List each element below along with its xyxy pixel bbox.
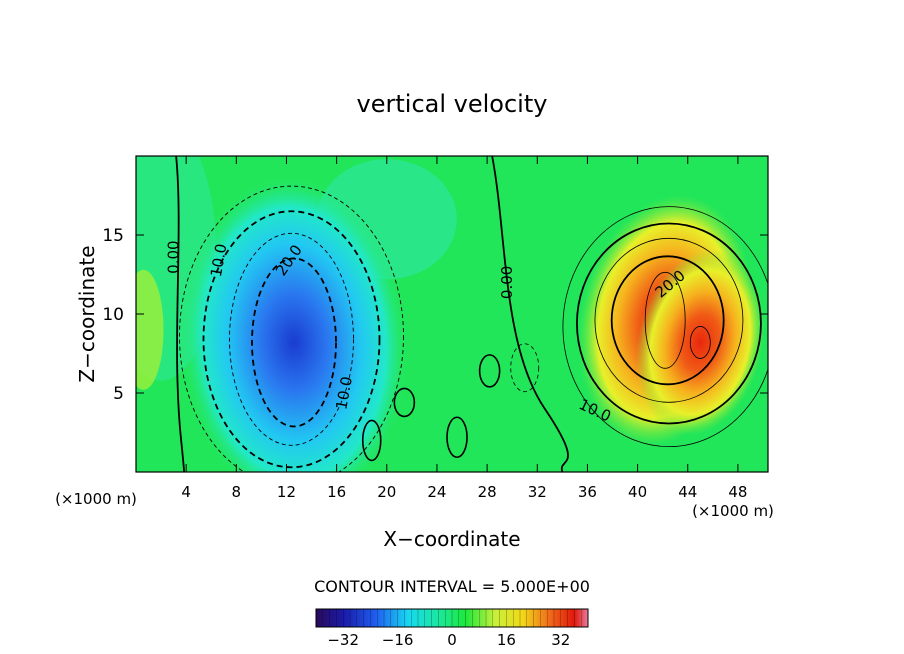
- contour-line-4: [562, 206, 768, 448]
- x-tick-label-7: 32: [528, 483, 547, 501]
- x-tick-label-10: 44: [678, 483, 697, 501]
- x-tick-label-6: 28: [478, 483, 497, 501]
- colorbar-tick-label-0: −32: [327, 631, 359, 649]
- colorbar-tick-label-1: −16: [382, 631, 414, 649]
- contour-line-11: [446, 416, 468, 459]
- x-tick-label-5: 24: [427, 483, 446, 501]
- contour-label-0: 0.00: [165, 240, 183, 273]
- y-tick-label-2: 15: [102, 226, 124, 246]
- contour-line-1: [202, 210, 381, 469]
- field-min-0: [181, 177, 407, 472]
- field-max-2: [636, 249, 765, 436]
- x-tick-label-1: 8: [232, 483, 242, 501]
- colorbar-tick-label-4: 32: [551, 631, 570, 649]
- contour-interval-note: CONTOUR INTERVAL = 5.000E+00: [314, 577, 590, 596]
- colorbar-tick-label-3: 16: [497, 631, 516, 649]
- contour-line-12: [478, 354, 501, 388]
- colorbar-ticks: −32 −16 0 16 32: [315, 609, 589, 649]
- contour-line-5: [576, 222, 762, 425]
- contour-label-1: 10.0: [207, 242, 231, 278]
- zero-contour-left: [175, 156, 186, 472]
- velocity-field: 0.00 10.0 20.010.00.00 20.010.0: [136, 156, 768, 472]
- x-tick-label-8: 36: [578, 483, 597, 501]
- x-tick-label-9: 40: [628, 483, 647, 501]
- contour-line-8: [644, 271, 686, 369]
- y-tick-label-1: 10: [102, 305, 124, 325]
- weak-up-edge: [136, 269, 164, 390]
- x-tick-label-2: 12: [277, 483, 296, 501]
- x-unit-left: (×1000 m): [55, 490, 137, 508]
- contour-line-10: [361, 419, 382, 462]
- chart-title: vertical velocity: [357, 90, 548, 118]
- x-unit-right: (×1000 m): [692, 502, 774, 520]
- x-tick-label-4: 20: [377, 483, 396, 501]
- y-tick-label-0: 5: [113, 384, 124, 404]
- contour-line-7: [610, 255, 725, 386]
- contour-label-4: 0.00: [498, 266, 516, 299]
- x-tick-label-3: 16: [327, 483, 346, 501]
- colorbar: −32 −16 0 16 32: [315, 608, 589, 649]
- contour-line-6: [594, 237, 744, 403]
- y-axis-label: Z−coordinate: [75, 245, 99, 382]
- x-tick-label-11: 48: [728, 483, 747, 501]
- contour-label-3: 10.0: [332, 375, 356, 411]
- contour-line-13: [393, 387, 416, 418]
- contour-line-0: [179, 185, 404, 472]
- contour-line-9: [689, 326, 711, 359]
- x-axis-label: X−coordinate: [383, 527, 520, 551]
- colorbar-tick-label-2: 0: [447, 631, 457, 649]
- zero-contour-right: [491, 156, 569, 472]
- contour-line-14: [510, 343, 540, 393]
- x-tick-label-0: 4: [181, 483, 191, 501]
- contour-line-3: [251, 257, 337, 428]
- plot-area: 0.00 10.0 20.010.00.00 20.010.0: [136, 156, 768, 472]
- contour-lines: [175, 156, 768, 472]
- contour-line-2: [229, 232, 354, 446]
